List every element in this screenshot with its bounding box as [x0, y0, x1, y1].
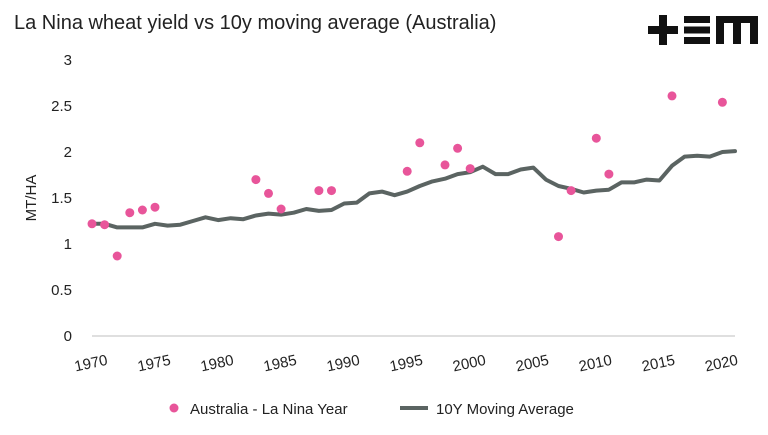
scatter-point: [453, 143, 463, 153]
y-tick-label: 3: [64, 52, 72, 69]
scatter-point: [554, 232, 563, 242]
y-tick-labels: 0 0.5 1 1.5 2 2.5 3: [51, 52, 72, 345]
scatter-point: [415, 138, 425, 148]
plot-area: [87, 91, 737, 337]
x-tick-label: 1985: [262, 352, 298, 376]
legend-label-moving-average: 10Y Moving Average: [436, 401, 574, 418]
scatter-point: [566, 186, 576, 196]
scatter-point: [100, 220, 110, 230]
scatter-point: [314, 186, 324, 196]
y-tick-label: 2: [64, 144, 72, 161]
scatter-point: [87, 219, 97, 229]
scatter-point: [402, 166, 412, 176]
tem-logo-icon: [648, 15, 758, 45]
x-tick-label: 2000: [451, 352, 487, 376]
scatter-point: [251, 175, 261, 185]
x-tick-label: 1990: [325, 352, 361, 376]
scatter-point: [276, 204, 286, 214]
scatter-point: [150, 202, 160, 212]
moving-average-line: [90, 149, 737, 230]
x-tick-label: 1995: [388, 352, 424, 376]
x-tick-label: 1980: [199, 352, 235, 376]
y-tick-label: 1.5: [51, 190, 72, 207]
scatter-point: [717, 97, 727, 107]
y-tick-label: 2.5: [51, 98, 72, 115]
y-axis-label-group: MT/HA: [23, 175, 40, 222]
x-tick-label: 1975: [136, 352, 172, 376]
scatter-point: [667, 91, 677, 101]
legend-marker-la-nina: [169, 403, 179, 413]
y-tick-label: 0: [64, 328, 72, 345]
x-tick-label: 2020: [703, 352, 739, 376]
scatter-point: [591, 133, 601, 143]
scatter-point: [264, 188, 273, 198]
x-tick-labels: 1970 1975 1980 1985 1990 1995 2000 2005 2010 2015…: [73, 352, 740, 376]
scatter-point: [440, 160, 450, 170]
y-tick-label: 1: [64, 236, 72, 253]
scatter-point: [465, 164, 475, 174]
legend-label-la-nina: Australia - La Nina Year: [190, 401, 348, 418]
scatter-point: [137, 205, 147, 215]
y-axis-label: MT/HA: [23, 175, 40, 222]
scatter-point: [112, 251, 122, 261]
chart-title: La Nina wheat yield vs 10y moving averag…: [14, 12, 497, 34]
x-tick-label: 2010: [577, 352, 613, 376]
scatter-points: [87, 91, 727, 261]
scatter-point: [327, 186, 336, 196]
legend: Australia - La Nina Year 10Y Moving Aver…: [169, 401, 574, 418]
x-tick-label: 2015: [640, 352, 676, 376]
scatter-point: [604, 169, 614, 179]
x-tick-label: 1970: [73, 352, 109, 376]
y-tick-label: 0.5: [51, 282, 72, 299]
scatter-point: [125, 208, 135, 218]
x-tick-label: 2005: [514, 352, 550, 376]
